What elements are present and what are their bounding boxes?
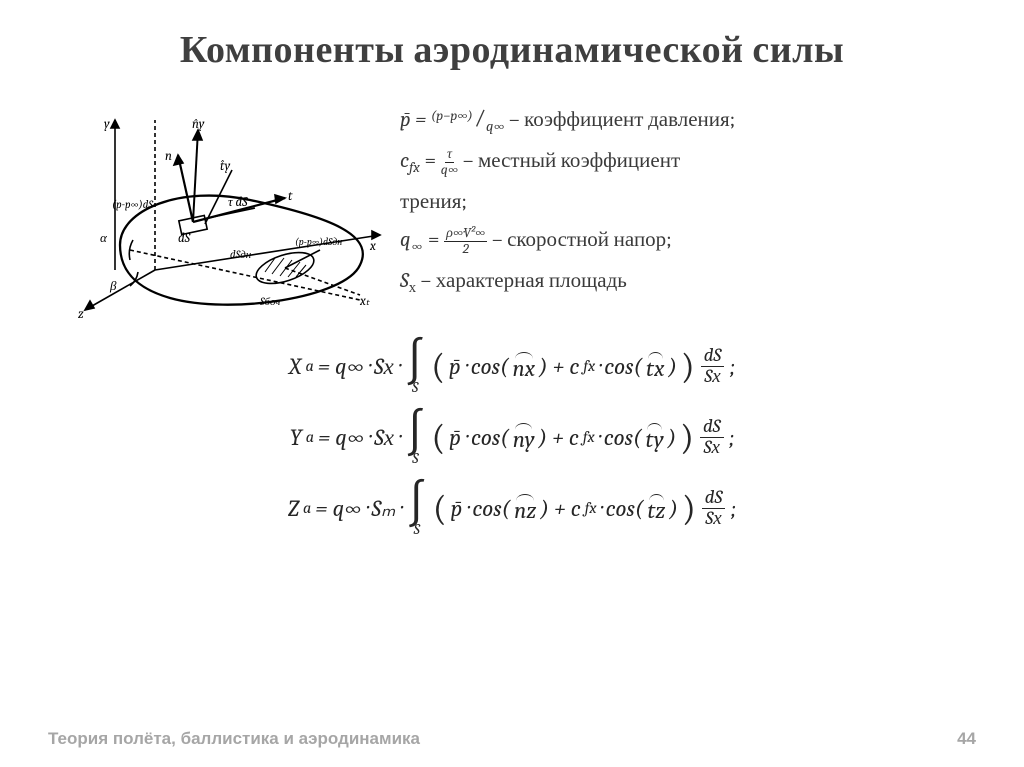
svg-text:x: x (369, 239, 376, 254)
equation-Xa: Xa = q∞ · Sх · ∫S ( p̄ · cos(nx) + cfx ·… (0, 338, 1024, 395)
svg-text:dS: dS (178, 231, 191, 246)
slide-footer: Теория полёта, баллистика и аэродинамика… (0, 729, 1024, 749)
svg-text:t̂y: t̂y (220, 159, 231, 174)
slide-title: Компоненты аэродинамической силы (0, 0, 1024, 72)
svg-text:(p-p∞)dSдн: (p-p∞)dSдн (295, 236, 342, 248)
equation-Za: Za = q∞ · Sₘ · ∫S ( p̄ · cos(nz) + cfx ·… (0, 480, 1024, 537)
aero-body-figure: y x z n n̂y t̂y t τ dS dS α β (p-p∞)dS x… (60, 100, 400, 320)
svg-text:τ dS: τ dS (228, 195, 248, 210)
z-axis (85, 270, 155, 310)
svg-text:n: n (165, 149, 172, 164)
def-characteristic-area: Sх – характерная площадь (400, 265, 984, 300)
def-dynamic-pressure: q∞ = ρ∞·V²∞2 – скоростной напор; (400, 224, 984, 259)
equation-Ya: Ya = q∞ · Sх · ∫S ( p̄ · cos(ny) + cfx ·… (0, 409, 1024, 466)
svg-text:Sбоч: Sбоч (259, 295, 280, 308)
def-friction-coef-2: трения; (400, 186, 984, 219)
svg-text:t: t (288, 189, 293, 204)
svg-text:z: z (78, 307, 84, 320)
svg-text:n̂y: n̂y (192, 117, 205, 132)
equations-block: Xa = q∞ · Sх · ∫S ( p̄ · cos(nx) + cfx ·… (0, 338, 1024, 537)
svg-text:(p-p∞)dS: (p-p∞)dS (112, 198, 153, 211)
svg-text:dSдн: dSдн (230, 248, 252, 261)
svg-text:xₜ: xₜ (359, 294, 371, 309)
page-number: 44 (957, 729, 976, 749)
svg-text:y: y (104, 117, 110, 132)
svg-text:α: α (100, 231, 108, 246)
svg-text:β: β (109, 279, 117, 294)
def-friction-coef: cfx = τq∞ – местный коэффициент (400, 145, 984, 180)
upper-row: y x z n n̂y t̂y t τ dS dS α β (p-p∞)dS x… (0, 100, 1024, 320)
footer-text: Теория полёта, баллистика и аэродинамика (48, 729, 420, 749)
def-pressure-coef: p̄ = (p−p∞)⁄q∞ – коэффициент давления; (400, 100, 984, 139)
definitions: p̄ = (p−p∞)⁄q∞ – коэффициент давления; c… (400, 100, 984, 320)
